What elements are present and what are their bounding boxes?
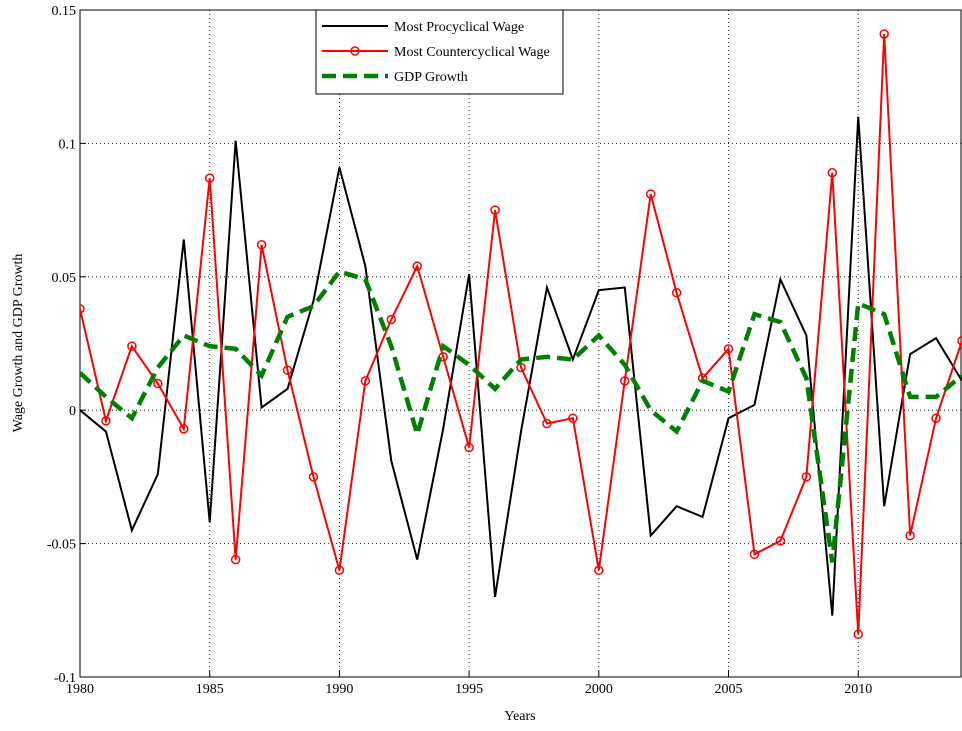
marker — [256, 240, 267, 250]
x-tick-label: 1980 — [66, 682, 94, 697]
y-tick-label: -0.1 — [54, 671, 76, 686]
x-tick-label: 1985 — [196, 682, 224, 697]
marker — [153, 378, 163, 389]
marker — [516, 362, 526, 373]
marker — [957, 336, 962, 346]
x-tick-label: 1990 — [325, 682, 353, 697]
x-axis-label: Years — [504, 709, 535, 724]
marker — [879, 29, 889, 39]
x-tick-label: 2005 — [715, 682, 743, 697]
marker — [905, 530, 915, 541]
marker — [645, 189, 656, 199]
marker — [620, 376, 630, 386]
series-group — [80, 29, 962, 640]
series-line — [80, 268, 962, 563]
legend-label: Most Procyclical Wage — [394, 20, 524, 35]
marker — [282, 365, 293, 375]
marker — [853, 629, 863, 640]
marker — [360, 376, 371, 386]
marker — [204, 173, 215, 183]
marker — [801, 472, 812, 482]
x-tick-label: 2010 — [844, 682, 872, 697]
marker — [386, 314, 397, 325]
marker — [101, 416, 111, 426]
marker — [127, 341, 137, 351]
marker — [80, 304, 85, 314]
marker — [749, 549, 760, 560]
marker — [827, 167, 838, 178]
marker — [931, 413, 941, 423]
marker — [490, 205, 500, 215]
marker — [179, 424, 189, 434]
y-axis-label: Wage Growth and GDP Growth — [11, 254, 26, 433]
marker — [542, 418, 552, 429]
series-line — [80, 33, 962, 635]
y-tick-label: 0.05 — [52, 271, 77, 286]
y-tick-label: 0.15 — [52, 4, 77, 19]
x-tick-label: 2000 — [585, 682, 613, 697]
legend-label: Most Countercyclical Wage — [394, 45, 550, 60]
marker — [594, 565, 604, 576]
plot-area — [79, 9, 962, 678]
y-tick-label: 0 — [69, 404, 76, 419]
legend-marker — [350, 46, 360, 56]
legend-label: GDP Growth — [394, 70, 468, 85]
marker — [464, 442, 474, 453]
marker — [723, 344, 734, 354]
marker — [230, 554, 241, 565]
marker — [308, 472, 319, 482]
marker — [568, 413, 578, 423]
marker — [334, 565, 345, 576]
marker — [412, 261, 422, 271]
marker — [671, 288, 682, 298]
x-tick-label: 1995 — [455, 682, 483, 697]
y-tick-label: 0.1 — [59, 137, 77, 152]
y-tick-label: -0.05 — [47, 538, 76, 553]
marker — [775, 536, 786, 546]
